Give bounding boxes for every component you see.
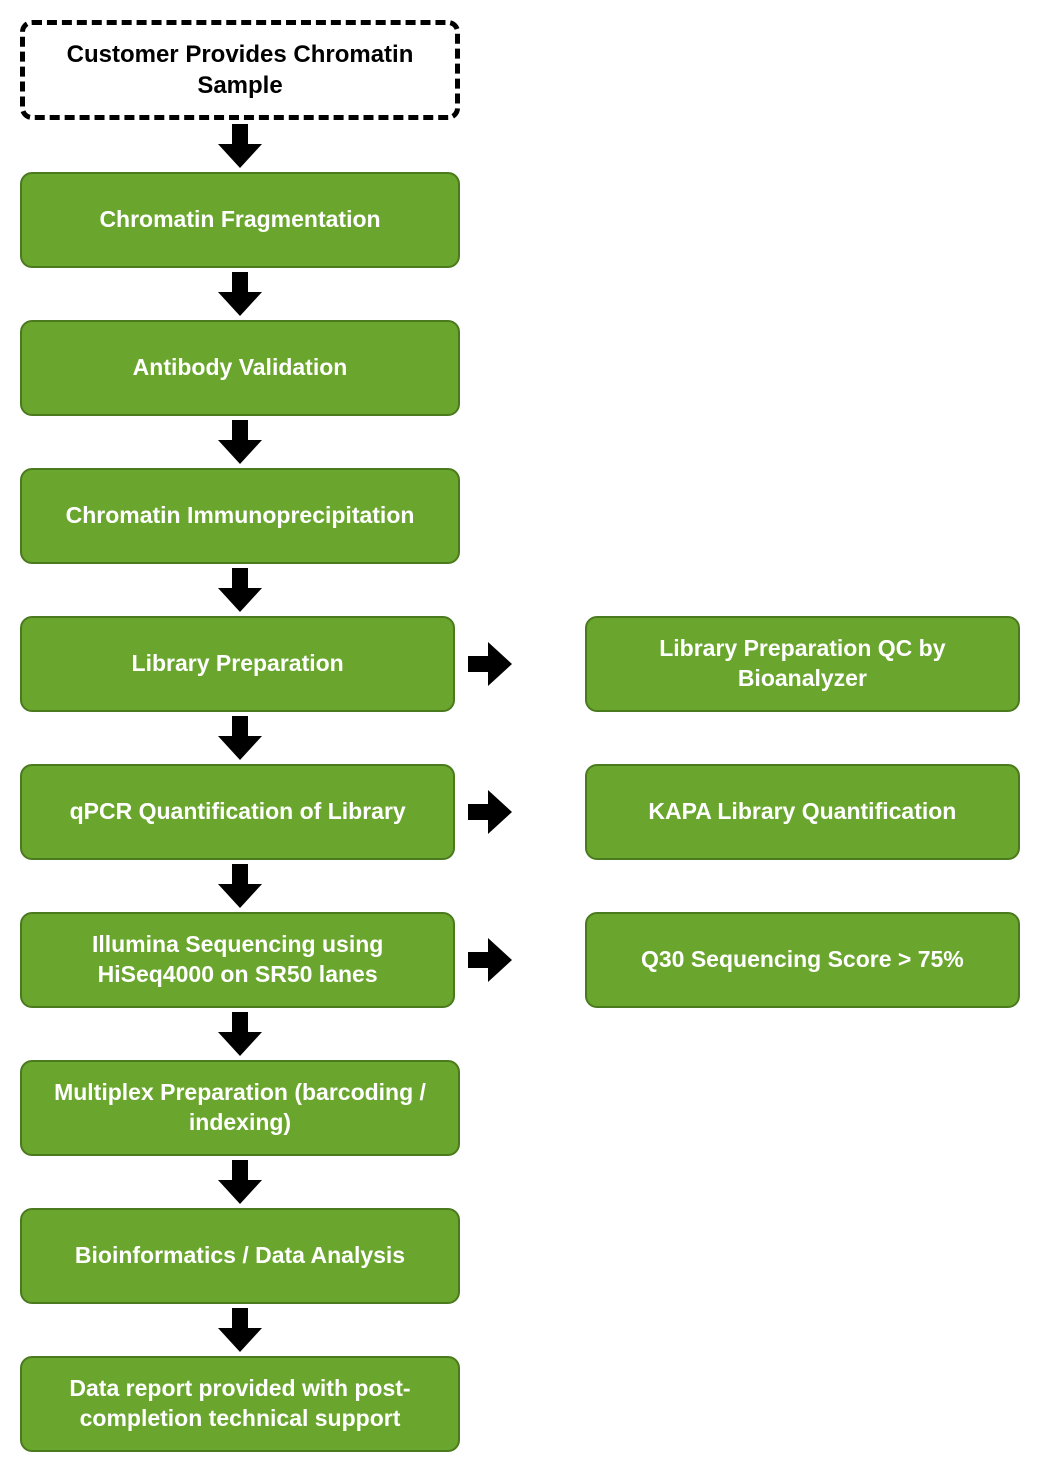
step-box: qPCR Quantification of Library: [20, 764, 455, 860]
flowchart-row: Bioinformatics / Data Analysis: [20, 1208, 1020, 1304]
flowchart-row: qPCR Quantification of Library KAPA Libr…: [20, 764, 1020, 860]
side-label: Library Preparation QC by Bioanalyzer: [603, 634, 1002, 694]
step-label: Antibody Validation: [133, 353, 348, 383]
arrow-down-icon: [20, 564, 460, 616]
start-label: Customer Provides Chromatin Sample: [41, 39, 439, 101]
arrow-down-icon: [20, 268, 460, 320]
side-box: Library Preparation QC by Bioanalyzer: [585, 616, 1020, 712]
flowchart-row: Illumina Sequencing using HiSeq4000 on S…: [20, 912, 1020, 1008]
flowchart-row: Antibody Validation: [20, 320, 1020, 416]
arrow-right-icon: [465, 934, 514, 986]
flowchart-container: Customer Provides Chromatin Sample Chrom…: [20, 20, 1020, 1452]
step-box: Data report provided with post-completio…: [20, 1356, 460, 1452]
arrow-down-icon: [20, 416, 460, 468]
step-box: Chromatin Fragmentation: [20, 172, 460, 268]
step-label: qPCR Quantification of Library: [70, 797, 406, 827]
arrow-down-icon: [20, 1304, 460, 1356]
side-box: KAPA Library Quantification: [585, 764, 1020, 860]
flowchart-row: Library Preparation Library Preparation …: [20, 616, 1020, 712]
side-box: Q30 Sequencing Score > 75%: [585, 912, 1020, 1008]
step-label: Chromatin Immunoprecipitation: [66, 501, 415, 531]
step-label: Bioinformatics / Data Analysis: [75, 1241, 405, 1271]
step-label: Data report provided with post-completio…: [38, 1374, 442, 1434]
start-box: Customer Provides Chromatin Sample: [20, 20, 460, 120]
arrow-down-icon: [20, 1008, 460, 1060]
step-box: Multiplex Preparation (barcoding / index…: [20, 1060, 460, 1156]
flowchart-row: Data report provided with post-completio…: [20, 1356, 1020, 1452]
step-label: Library Preparation: [132, 649, 344, 679]
arrow-right-icon: [465, 786, 514, 838]
side-label: KAPA Library Quantification: [648, 797, 956, 827]
step-box: Chromatin Immunoprecipitation: [20, 468, 460, 564]
step-box: Library Preparation: [20, 616, 455, 712]
arrow-down-icon: [20, 120, 460, 172]
flowchart-row: Chromatin Immunoprecipitation: [20, 468, 1020, 564]
step-label: Illumina Sequencing using HiSeq4000 on S…: [38, 930, 437, 990]
step-box: Bioinformatics / Data Analysis: [20, 1208, 460, 1304]
side-label: Q30 Sequencing Score > 75%: [641, 945, 964, 975]
arrow-down-icon: [20, 712, 460, 764]
flowchart-row: Chromatin Fragmentation: [20, 172, 1020, 268]
step-box: Illumina Sequencing using HiSeq4000 on S…: [20, 912, 455, 1008]
arrow-down-icon: [20, 860, 460, 912]
arrow-down-icon: [20, 1156, 460, 1208]
flowchart-row-start: Customer Provides Chromatin Sample: [20, 20, 1020, 120]
step-label: Multiplex Preparation (barcoding / index…: [38, 1078, 442, 1138]
step-label: Chromatin Fragmentation: [99, 205, 380, 235]
step-box: Antibody Validation: [20, 320, 460, 416]
arrow-right-icon: [465, 638, 514, 690]
flowchart-row: Multiplex Preparation (barcoding / index…: [20, 1060, 1020, 1156]
